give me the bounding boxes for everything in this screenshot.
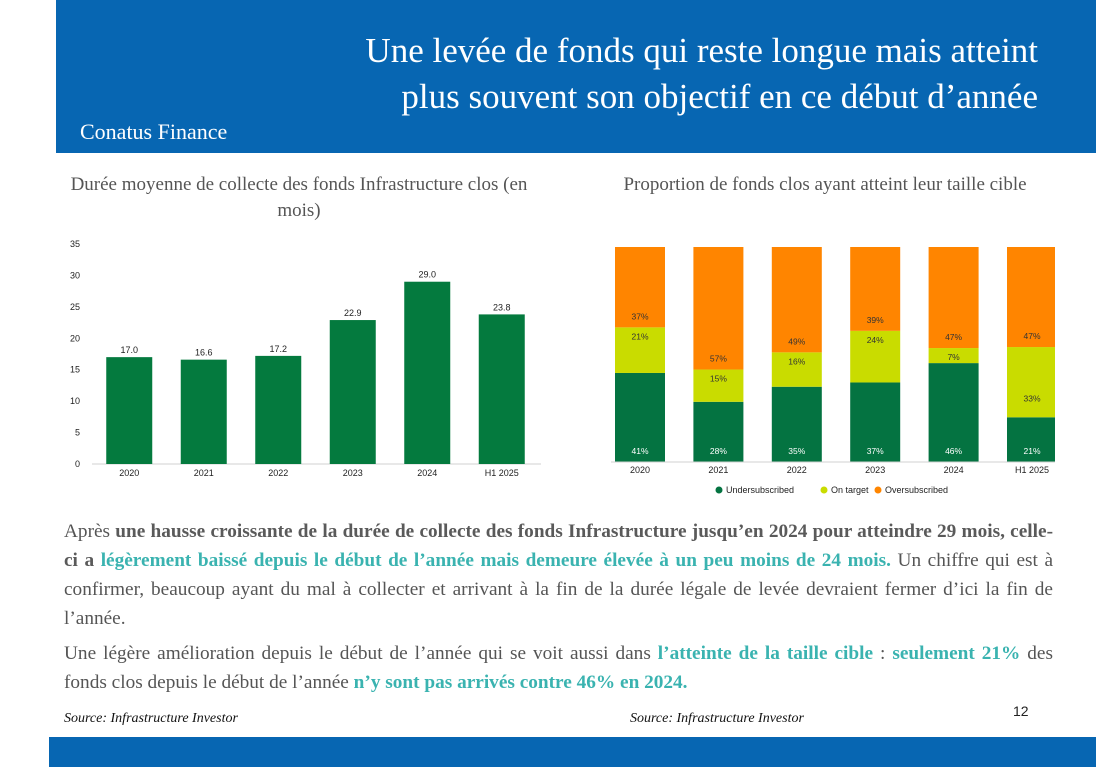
stacked-bar-segment [615,372,665,462]
p2-highlight-3: n’y sont pas arrivés contre 46% en 2024. [353,672,688,693]
segment-value-label: 21% [631,331,648,341]
stacked-bar-segment [850,330,901,383]
source-right: Source: Infrastructure Investor [630,711,804,726]
p2-part-e: des fonds clos depuis le début de l’anné… [64,643,1053,693]
p2-part-a: Une légère amélioration depuis le début … [64,643,658,664]
stacked-bar-segment [928,348,979,364]
chart-1-title: Durée moyenne de collecte des fonds Infr… [70,174,528,221]
slide-title-line-2: plus souvent son objectif en ce début d’… [401,77,1038,116]
x-tick-label: 2022 [787,465,807,475]
stacked-bar-segment [1007,417,1055,462]
y-tick-label: 10 [70,396,80,406]
stacked-bar-segment [850,382,901,462]
page-number: 12 [1013,703,1029,719]
segment-value-label: 28% [710,446,727,456]
segment-value-label: 47% [1023,331,1040,341]
chart-2-title: Proportion de fonds clos ayant atteint l… [623,174,1027,195]
segment-value-label: 7% [947,352,960,362]
bar-value-label: 16.6 [195,348,213,358]
source-left: Source: Infrastructure Investor [64,711,238,726]
segment-value-label: 24% [867,335,884,345]
segment-value-label: 46% [945,446,962,456]
footer-banner [49,737,1096,767]
x-tick-label: 2023 [865,465,885,475]
segment-value-label: 16% [788,356,805,366]
stacked-bar-segment [693,247,744,370]
bar-value-label: 29.0 [418,270,436,280]
stacked-bar-segment [928,247,979,349]
legend-label: On target [831,485,869,495]
y-tick-label: 20 [70,333,80,343]
p1-part-b: une hausse croissante de la durée de col… [64,521,1053,571]
p1-part-a: Après [64,521,116,542]
chart-target-proportion: 41% 21% 37% 2020 28% 15% 57% 2021 35% 16% 49% 2022 3… [611,247,1055,495]
x-tick-label: 2023 [343,468,363,478]
segment-value-label: 47% [945,332,962,342]
segment-value-label: 35% [788,446,805,456]
segment-value-label: 39% [867,315,884,325]
x-tick-label: 2024 [417,468,437,478]
p2-highlight-2: seulement 21% [892,643,1021,664]
segment-value-label: 37% [867,446,884,456]
segment-value-label: 49% [788,336,805,346]
bar [329,320,376,464]
x-tick-label: 2024 [944,465,964,475]
bar [180,359,227,464]
x-tick-label: H1 2025 [1015,465,1049,475]
p2-part-c: : [873,643,893,664]
x-tick-label: 2022 [268,468,288,478]
stacked-bar-segment [693,369,744,402]
chart-duration: 0 5 10 15 20 25 30 35 17.0 2020 16.6 2021 17.2 2022 22… [70,239,541,478]
bar-value-label: 23.8 [493,302,511,312]
stacked-bar-segment [771,386,822,462]
segment-value-label: 21% [1023,446,1040,456]
x-tick-label: 2020 [119,468,139,478]
y-tick-label: 5 [75,428,80,438]
legend-marker [874,486,882,494]
legend-label: Oversubscribed [885,485,948,495]
stacked-bar-segment [615,327,665,373]
x-tick-label: 2021 [708,465,728,475]
paragraph-2: Une légère amélioration depuis le début … [64,639,1053,697]
y-tick-label: 25 [70,302,80,312]
x-tick-label: 2020 [630,465,650,475]
y-tick-label: 35 [70,239,80,249]
y-tick-label: 0 [75,459,80,469]
bar [255,355,302,464]
bar [404,281,451,464]
bar [106,357,153,464]
legend-marker [715,486,723,494]
segment-value-label: 37% [631,311,648,321]
stacked-bar-segment [771,247,822,353]
x-tick-label: 2021 [194,468,214,478]
p2-highlight-1: l’atteinte de la taille cible [657,643,874,664]
x-tick-label: H1 2025 [485,468,519,478]
bar-value-label: 17.0 [120,345,138,355]
segment-value-label: 33% [1023,393,1040,403]
legend-label: Undersubscribed [726,485,794,495]
stacked-bar-segment [850,247,901,331]
legend-marker [820,486,828,494]
brand-name: Conatus Finance [80,119,228,144]
bar-value-label: 22.9 [344,308,362,318]
bar [478,314,525,464]
stacked-bar-segment [615,247,665,328]
segment-value-label: 15% [710,374,727,384]
stacked-bar-segment [693,401,744,462]
y-tick-label: 15 [70,365,80,375]
bar-value-label: 17.2 [269,344,287,354]
slide-title: Une levée de fonds qui reste longue mais… [138,28,1038,120]
stacked-bar-segment [771,352,822,387]
paragraph-1: Après une hausse croissante de la durée … [64,517,1053,633]
stacked-bar-segment [1007,247,1055,348]
slide-title-line-1: Une levée de fonds qui reste longue mais… [365,31,1038,70]
p1-part-d: Un chiffre qui est à confirmer, beaucoup… [64,550,1054,629]
segment-value-label: 41% [631,446,648,456]
segment-value-label: 57% [710,354,727,364]
stacked-bar-segment [1007,347,1055,418]
p1-highlight: légèrement baissé depuis le début de l’a… [100,550,891,571]
header-banner: Une levée de fonds qui reste longue mais… [56,0,1096,153]
stacked-bar-segment [928,363,979,462]
y-tick-label: 30 [70,270,80,280]
